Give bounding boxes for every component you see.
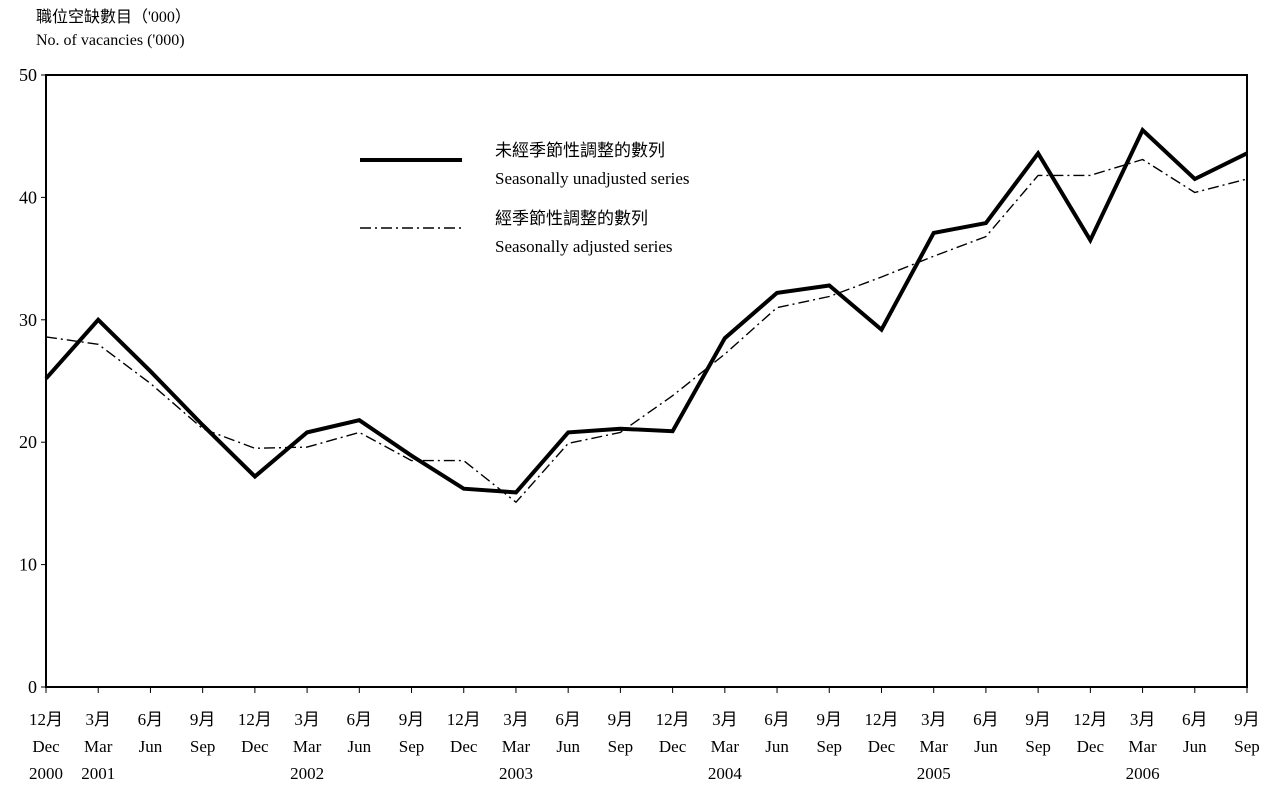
x-tick-label-chinese: 12月 (238, 710, 272, 729)
x-tick-label-chinese: 12月 (656, 710, 690, 729)
x-tick-label-year: 2000 (29, 764, 63, 783)
y-axis-label-chinese: 職位空缺數目（'000） (36, 9, 191, 26)
x-tick-label-month: Dec (659, 737, 687, 756)
x-tick-label-year: 2004 (708, 764, 743, 783)
y-tick-label: 10 (19, 555, 37, 575)
series-line-unadjusted (44, 126, 1248, 495)
x-tick-label-month: Mar (920, 737, 949, 756)
x-tick-label-chinese: 9月 (190, 710, 216, 729)
y-tick-label: 20 (19, 432, 37, 452)
x-tick-label-year: 2003 (499, 764, 533, 783)
x-tick-label-month: Dec (241, 737, 269, 756)
x-tick-label-chinese: 3月 (712, 710, 738, 729)
y-axis-label-english: No. of vacancies ('000) (36, 32, 185, 49)
legend-label-english-adjusted: Seasonally adjusted series (495, 237, 673, 256)
legend-label-chinese-unadjusted: 未經季節性調整的數列 (495, 141, 665, 160)
x-tick-label-chinese: 6月 (555, 710, 581, 729)
y-axis: 0 10 20 30 40 50 (19, 65, 46, 697)
x-tick-label-month: Mar (84, 737, 113, 756)
x-tick-label-chinese: 12月 (864, 710, 898, 729)
x-tick-label-year: 2001 (81, 764, 115, 783)
x-tick-label-month: Mar (711, 737, 740, 756)
x-tick-label-month: Jun (765, 737, 789, 756)
y-tick-label: 30 (19, 310, 37, 330)
x-tick-label-chinese: 12月 (447, 710, 481, 729)
x-tick-label-chinese: 3月 (503, 710, 529, 729)
x-tick-label-month: Jun (139, 737, 163, 756)
x-tick-label-chinese: 6月 (973, 710, 999, 729)
legend: 未經季節性調整的數列 Seasonally unadjusted series 經季… (360, 141, 690, 256)
y-tick-label: 0 (28, 677, 37, 697)
x-tick-label-month: Sep (817, 737, 843, 756)
y-tick-label: 50 (19, 65, 37, 85)
x-tick-label-chinese: 3月 (85, 710, 111, 729)
x-tick-label-month: Jun (1183, 737, 1207, 756)
x-tick-label-month: Jun (347, 737, 371, 756)
series-line-adjusted (45, 158, 1248, 503)
x-tick-label-chinese: 6月 (138, 710, 164, 729)
x-tick-label-month: Sep (608, 737, 634, 756)
legend-label-english-unadjusted: Seasonally unadjusted series (495, 169, 690, 188)
plot-frame (45, 74, 1248, 688)
x-tick-label-year: 2006 (1126, 764, 1160, 783)
x-tick-label-month: Sep (1025, 737, 1051, 756)
x-tick-label-month: Sep (1234, 737, 1260, 756)
legend-label-chinese-adjusted: 經季節性調整的數列 (495, 209, 648, 228)
y-tick-label: 40 (19, 187, 37, 207)
x-axis: 12月 Dec 2000 3月 Mar 2001 6月 Jun 9月 Sep 12月 Dec 3月 Mar… (29, 687, 1260, 783)
x-tick-label-month: Sep (399, 737, 425, 756)
x-tick-label-chinese: 3月 (294, 710, 320, 729)
x-tick-label-chinese: 9月 (817, 710, 843, 729)
x-tick-label-month: Dec (868, 737, 896, 756)
x-tick-label-chinese: 12月 (29, 710, 63, 729)
x-tick-label-chinese: 3月 (921, 710, 947, 729)
x-tick-label-month: Dec (1077, 737, 1105, 756)
x-tick-label-month: Jun (556, 737, 580, 756)
x-tick-label-month: Mar (1128, 737, 1157, 756)
x-tick-label-chinese: 6月 (764, 710, 790, 729)
x-tick-label-month: Mar (293, 737, 322, 756)
x-tick-label-chinese: 6月 (347, 710, 373, 729)
x-tick-label-year: 2002 (290, 764, 324, 783)
x-tick-label-month: Sep (190, 737, 216, 756)
x-tick-label-chinese: 12月 (1073, 710, 1107, 729)
x-tick-label-chinese: 3月 (1130, 710, 1156, 729)
series-lines (44, 126, 1248, 503)
x-tick-label-chinese: 9月 (1025, 710, 1051, 729)
x-tick-label-month: Dec (32, 737, 60, 756)
x-tick-label-chinese: 9月 (608, 710, 634, 729)
x-tick-label-chinese: 9月 (1234, 710, 1260, 729)
x-tick-label-chinese: 6月 (1182, 710, 1208, 729)
x-tick-label-month: Mar (502, 737, 531, 756)
x-tick-label-month: Jun (974, 737, 998, 756)
x-tick-label-chinese: 9月 (399, 710, 425, 729)
x-tick-label-year: 2005 (917, 764, 951, 783)
x-tick-label-month: Dec (450, 737, 478, 756)
